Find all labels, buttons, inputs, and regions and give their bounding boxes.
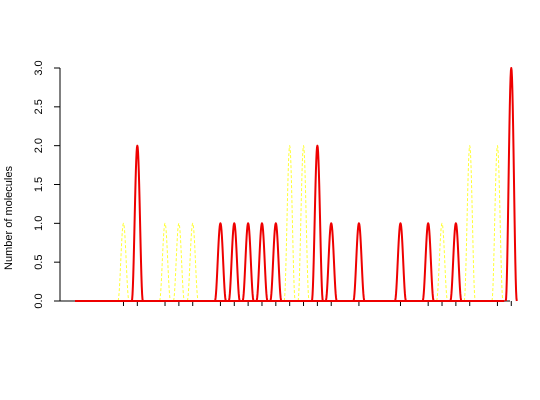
series-peak <box>394 222 407 302</box>
series-peak <box>213 222 227 302</box>
y-tick-label: 1.0 <box>33 216 45 231</box>
y-tick-label: 2.0 <box>33 138 45 153</box>
series-peak <box>352 222 366 302</box>
series-peak <box>297 145 310 302</box>
y-axis-label: Number of molecules <box>3 166 15 270</box>
series-peak <box>186 222 199 302</box>
series-peak <box>283 145 296 302</box>
series-peak <box>436 222 449 302</box>
y-tick-label: 3.0 <box>33 60 45 75</box>
series-2 <box>75 67 518 302</box>
series-peak <box>421 222 435 302</box>
series-peak <box>269 222 283 302</box>
series-peak <box>463 145 476 302</box>
series-peak <box>130 144 144 302</box>
series-peak <box>491 145 504 302</box>
series-peak <box>324 222 338 302</box>
series-peak <box>310 144 324 302</box>
series-peak <box>117 222 130 302</box>
series-peak <box>227 222 241 302</box>
series-peak <box>504 67 518 302</box>
y-tick-label: 1.5 <box>33 177 45 192</box>
series-peak <box>159 222 172 302</box>
y-tick-label: 0.0 <box>33 293 45 308</box>
y-tick-label: 2.5 <box>33 99 45 114</box>
series-peak <box>241 222 255 302</box>
series-peak <box>449 222 463 302</box>
series-peak <box>172 222 185 302</box>
series-1 <box>117 145 504 302</box>
y-tick-label: 0.5 <box>33 255 45 270</box>
series-group <box>75 67 518 302</box>
series-peak <box>255 222 269 302</box>
